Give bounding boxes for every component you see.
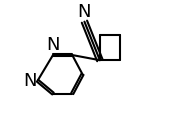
- Text: N: N: [78, 3, 91, 21]
- Text: N: N: [23, 72, 36, 90]
- Text: N: N: [46, 36, 60, 54]
